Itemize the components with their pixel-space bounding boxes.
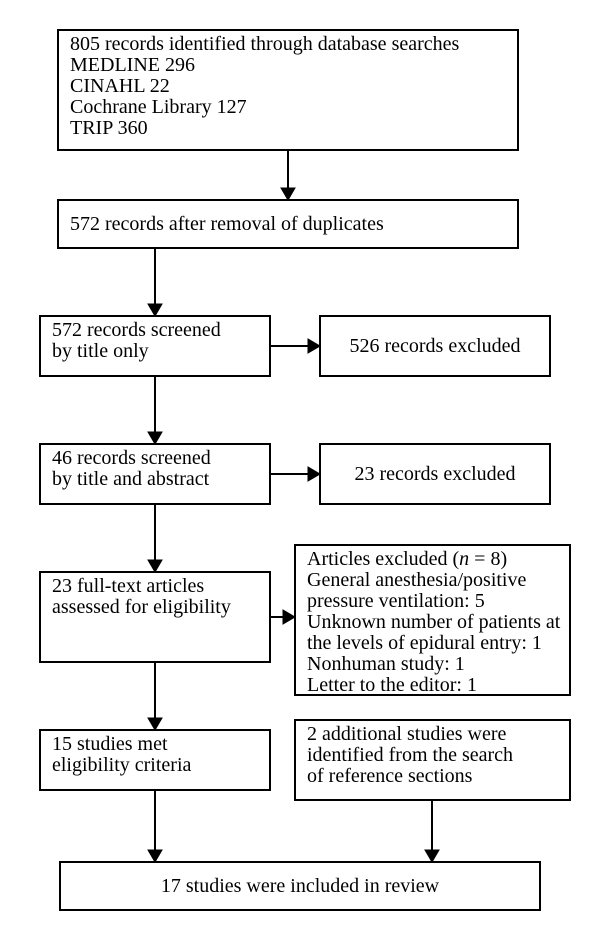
flow-edge — [281, 150, 295, 200]
node-text: 805 records identified through database … — [70, 33, 460, 55]
node-text: Cochrane Library 127 — [70, 96, 247, 118]
flow-node-n4b: 23 records excluded — [320, 444, 550, 504]
node-text: 46 records screened — [52, 447, 211, 469]
node-text: identified from the search — [307, 744, 513, 766]
node-text: Letter to the editor: 1 — [307, 674, 477, 696]
flow-node-n5: 23 full-text articlesassessed for eligib… — [40, 572, 270, 662]
flow-edge — [270, 610, 295, 624]
flow-edge — [148, 248, 162, 316]
node-text: 2 additional studies were — [307, 723, 507, 745]
flow-node-n5b: Articles excluded (n = 8)General anesthe… — [295, 545, 570, 696]
node-text: 15 studies met — [52, 733, 168, 755]
flow-node-n7: 17 studies were included in review — [60, 862, 540, 910]
node-text: 23 records excluded — [354, 463, 515, 485]
flow-edge — [270, 339, 320, 353]
flow-node-n3: 572 records screenedby title only — [40, 316, 270, 376]
node-text: Articles excluded (n = 8) — [307, 548, 507, 570]
node-text: by title only — [52, 340, 149, 362]
flow-edge — [148, 790, 162, 862]
flow-node-n3b: 526 records excluded — [320, 316, 550, 376]
node-text: 526 records excluded — [349, 335, 520, 357]
node-text: eligibility criteria — [52, 754, 192, 776]
node-text: of reference sections — [307, 765, 473, 787]
flow-edge — [148, 662, 162, 730]
flow-node-n4: 46 records screenedby title and abstract — [40, 444, 270, 504]
node-text: 572 records after removal of duplicates — [70, 213, 384, 235]
flow-node-n6: 15 studies meteligibility criteria — [40, 730, 270, 790]
node-text: 572 records screened — [52, 319, 221, 341]
node-text: 17 studies were included in review — [161, 875, 440, 897]
flow-edge — [425, 800, 439, 862]
node-text: pressure ventilation: 5 — [307, 590, 485, 612]
flow-node-n2: 572 records after removal of duplicates — [58, 200, 518, 248]
flow-edge — [148, 504, 162, 572]
node-text: General anesthesia/positive — [307, 569, 526, 591]
flow-edge — [148, 376, 162, 444]
node-text: assessed for eligibility — [52, 596, 231, 618]
flow-node-n6b: 2 additional studies wereidentified from… — [295, 720, 570, 800]
node-text: CINAHL 22 — [70, 75, 170, 97]
node-text: Nonhuman study: 1 — [307, 653, 465, 675]
flow-edge — [270, 467, 320, 481]
node-text: by title and abstract — [52, 468, 210, 490]
prisma-flowchart: 805 records identified through database … — [0, 0, 600, 929]
flow-node-n1: 805 records identified through database … — [58, 30, 518, 150]
node-text: MEDLINE 296 — [70, 54, 195, 76]
node-text: Unknown number of patients at — [307, 611, 561, 633]
node-text: 23 full-text articles — [52, 575, 204, 597]
node-text: TRIP 360 — [70, 117, 148, 139]
node-text: the levels of epidural entry: 1 — [307, 632, 542, 654]
